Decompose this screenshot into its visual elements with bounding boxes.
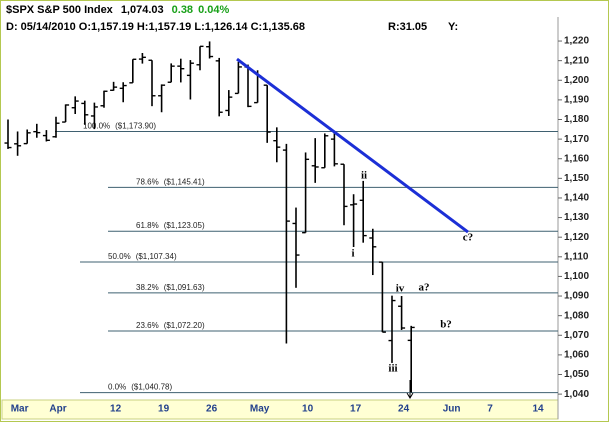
- y-tick-label: 1,170: [564, 134, 589, 145]
- x-tick-label: 19: [158, 404, 170, 415]
- fib-price: ($1,145.41): [164, 177, 205, 186]
- fib-label: 50.0% ($1,107.34): [108, 252, 177, 261]
- wave-label: iv: [396, 283, 405, 295]
- y-tick-label: 1,040: [564, 389, 589, 400]
- down-arrow: [406, 380, 414, 399]
- fib-pct: 61.8%: [136, 221, 159, 230]
- x-tick-label: 10: [302, 404, 314, 415]
- change-pct: 0.04%: [198, 4, 229, 16]
- x-tick-label: Mar: [11, 404, 29, 415]
- change: 0.38: [172, 4, 193, 16]
- fib-pct: 50.0%: [108, 252, 131, 261]
- x-tick-label: 14: [532, 404, 544, 415]
- fib-label: 100.0% ($1,173.90): [83, 122, 156, 131]
- x-axis-band: [1, 399, 559, 420]
- y-tick-label: 1,220: [564, 36, 589, 47]
- arrow-head: [406, 392, 414, 399]
- fib-price: ($1,107.34): [136, 252, 177, 261]
- fib-price: ($1,091.63): [164, 283, 205, 292]
- x-tick-label: 17: [350, 404, 362, 415]
- fib-pct: 78.6%: [136, 177, 159, 186]
- wave-label: a?: [419, 282, 430, 294]
- fib-label: 78.6% ($1,145.41): [136, 177, 205, 186]
- fib-pct: 23.6%: [136, 321, 159, 330]
- y-tick-label: 1,060: [564, 350, 589, 361]
- x-tick-label: 12: [110, 404, 122, 415]
- fib-pct: 38.2%: [136, 283, 159, 292]
- fib-price: ($1,072.20): [164, 321, 205, 330]
- fib-pct: 0.0%: [108, 383, 126, 392]
- fib-label: 61.8% ($1,123.05): [136, 221, 205, 230]
- wave-label: c?: [463, 232, 473, 244]
- wave-label: iii: [388, 363, 397, 375]
- header-line: $SPX S&P 500 Index 1,074.03 0.38 0.04%: [6, 4, 229, 16]
- x-tick-label: 26: [206, 404, 218, 415]
- fib-label: 38.2% ($1,091.63): [136, 283, 205, 292]
- fib-pct: 100.0%: [83, 122, 110, 131]
- y-tick-label: 1,160: [564, 153, 589, 164]
- y-tick-label: 1,120: [564, 232, 589, 243]
- y-tick-label: 1,190: [564, 95, 589, 106]
- title: $SPX S&P 500 Index: [6, 4, 114, 16]
- fib-price: ($1,040.78): [131, 383, 172, 392]
- fib-price: ($1,173.90): [115, 122, 156, 131]
- x-tick-label: 7: [487, 404, 493, 415]
- wave-label: b?: [440, 319, 452, 331]
- y-tick-label: 1,200: [564, 75, 589, 86]
- fib-label: 23.6% ($1,072.20): [136, 321, 205, 330]
- y-tick-label: 1,180: [564, 114, 589, 125]
- y-tick-label: 1,210: [564, 55, 589, 66]
- y-tick-label: 1,140: [564, 193, 589, 204]
- trendline: [236, 57, 469, 234]
- y-tick-label: 1,130: [564, 212, 589, 223]
- y-tick-label: 1,080: [564, 310, 589, 321]
- x-tick-label: Jun: [443, 404, 461, 415]
- y-tick-label: 1,050: [564, 369, 589, 380]
- r-label: R:31.05: [388, 21, 427, 33]
- wave-label: ii: [361, 170, 367, 182]
- info: D: 05/14/2010 O:1,157.19 H:1,157.19 L:1,…: [6, 21, 305, 33]
- y-tick-label: 1,110: [564, 251, 589, 262]
- y-tick-label: 1,150: [564, 173, 589, 184]
- x-tick-label: May: [250, 404, 270, 415]
- x-tick-label: Apr: [49, 404, 66, 415]
- y-tick-label: 1,070: [564, 330, 589, 341]
- y-label: Y:: [448, 21, 458, 33]
- last-price: 1,074.03: [121, 4, 164, 16]
- fib-price: ($1,123.05): [164, 221, 205, 230]
- x-tick-label: 24: [398, 404, 410, 415]
- y-tick-label: 1,100: [564, 271, 589, 282]
- wave-label: i: [351, 248, 354, 260]
- fib-label: 0.0% ($1,040.78): [108, 383, 172, 392]
- y-tick-label: 1,090: [564, 291, 589, 302]
